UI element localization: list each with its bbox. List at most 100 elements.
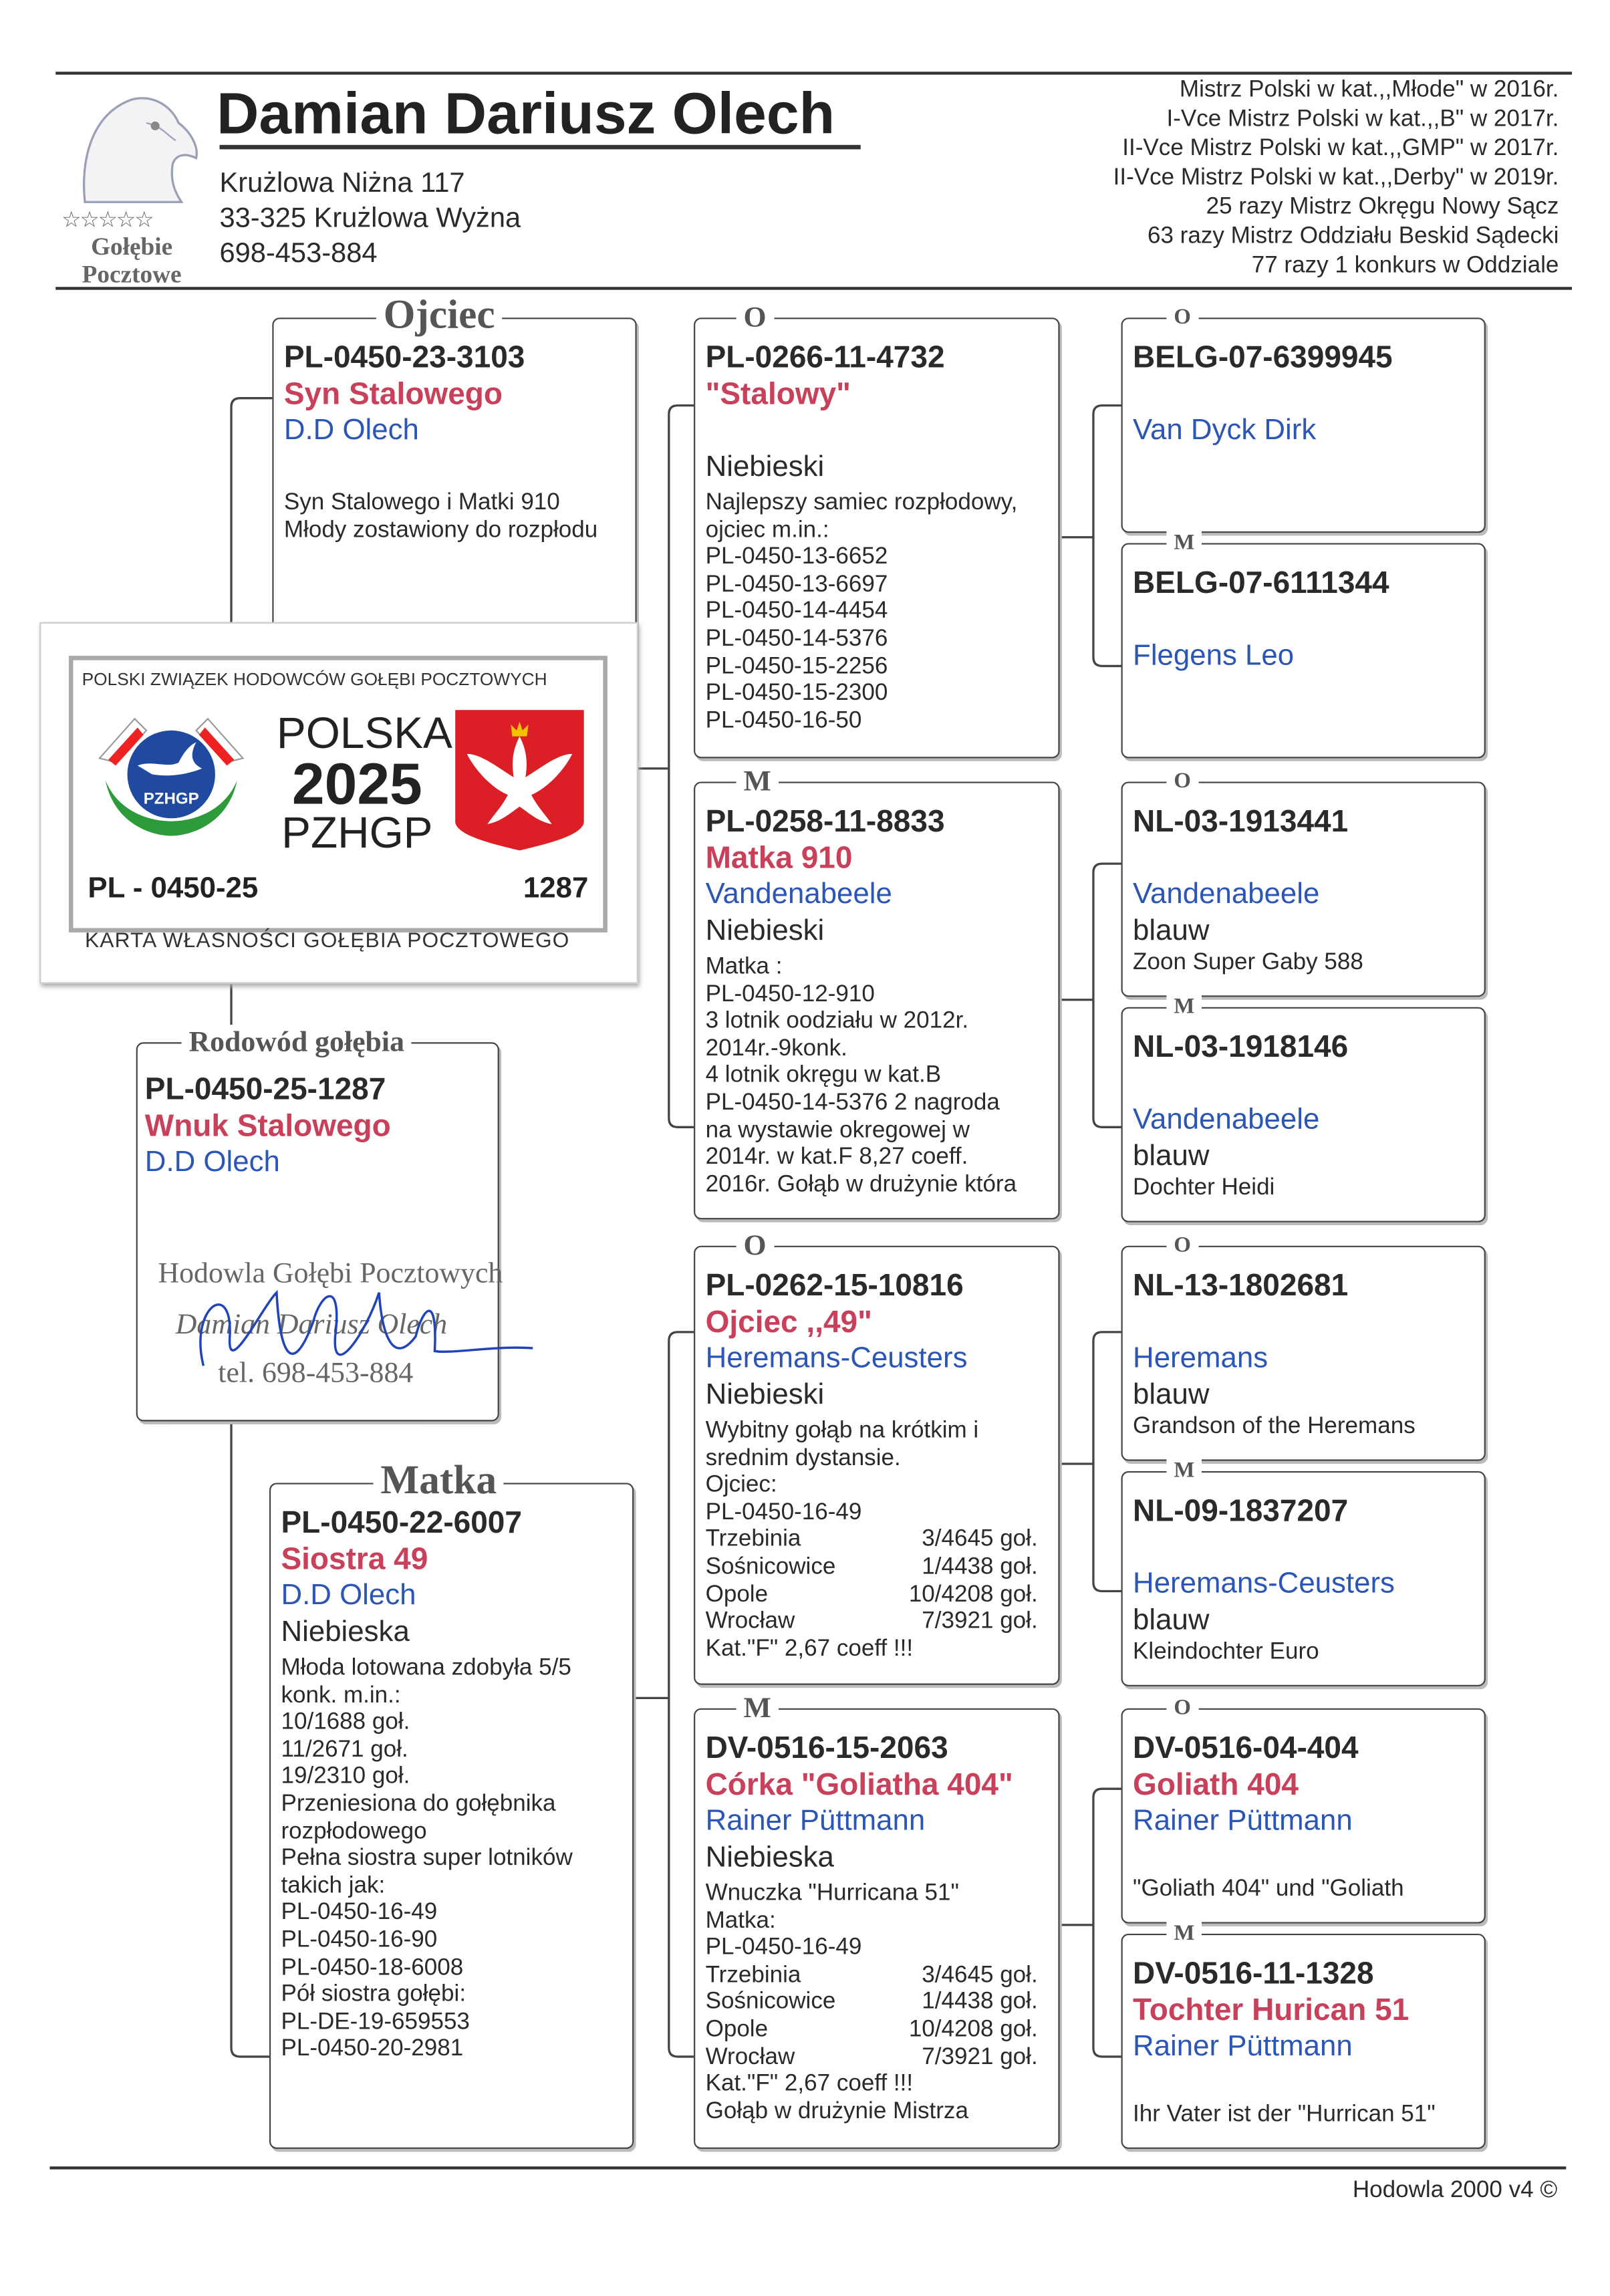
box-content: NL-03-1918146 Vandenabeele blauw Dochter He…	[1133, 1029, 1478, 1203]
pigeon-name	[1133, 602, 1478, 638]
note-line: PL-0450-16-90	[281, 1928, 438, 1953]
note-line: ojciec m.in.:	[705, 517, 829, 543]
note-line: Ihr Vater ist der "Hurrican 51"	[1133, 2101, 1436, 2128]
plumage-color: Niebieski	[705, 914, 825, 947]
ring-number: PL-0262-15-10816	[705, 1269, 964, 1303]
race-result: Wrocław 7/3921 goł.	[706, 2044, 1053, 2071]
notes: Grandson of the Heremans	[1133, 1414, 1478, 1442]
box-content: NL-03-1913441 Vandenabeele blauw Zoon Super…	[1133, 803, 1478, 977]
box-content: PL-0258-11-8833 Matka 910 Vandenabeele Nieb…	[706, 803, 1053, 1199]
race-result: Opole 10/4208 goł.	[706, 1581, 1053, 1609]
race-placing: 3/4645 goł.	[922, 1527, 1038, 1553]
pigeon-name	[1133, 1304, 1478, 1341]
race-placing: 3/4645 goł.	[922, 1962, 1038, 1988]
plumage-color	[1133, 449, 1478, 486]
great-grandparent-box: O BELG-07-6399945 Van Dyck Dirk	[1121, 303, 1486, 533]
box-content: NL-09-1837207 Heremans-Ceusters blauw Klein…	[1133, 1493, 1478, 1667]
ring-number: NL-09-1837207	[1133, 1494, 1349, 1529]
great-grandparent-box: M NL-03-1918146 Vandenabeele blauw Dochter H…	[1121, 992, 1486, 1223]
plumage-color	[1133, 2065, 1478, 2102]
address-city: 33-325 Krużlowa Wyżna	[219, 203, 521, 235]
card-footer: KARTA WŁASNOŚCI GOŁĘBIA POCZTOWEGO	[85, 929, 570, 953]
connector-line	[230, 397, 273, 1043]
plumage-color	[284, 449, 630, 486]
race-placing: 7/3921 goł.	[922, 1609, 1038, 1634]
race-location: Opole	[705, 2017, 769, 2042]
plumage-color: Niebieska	[705, 1841, 834, 1874]
card-union: PZHGP	[281, 809, 433, 858]
pigeon-head-icon	[82, 97, 198, 203]
breeder: Flegens Leo	[1133, 640, 1295, 672]
pigeon-name: "Stalowy"	[705, 378, 851, 412]
notes: Młoda lotowana zdobyła 5/5 konk. m.in.: 10…	[281, 1656, 626, 2064]
note-line: Kat."F" 2,67 coeff !!!	[705, 1636, 914, 1662]
note-line: Najlepszy samiec rozpłodowy,	[705, 490, 1018, 515]
pigeon-name	[1133, 376, 1478, 413]
notes: Matka : PL-0450-12-910 3 lotnik oodziału w…	[706, 954, 1053, 1199]
achievement-line: II-Vce Mistrz Polski w kat.,,GMP" w 2017…	[1122, 136, 1559, 161]
header-bottom-rule	[55, 287, 1573, 290]
notes: Wybitny gołąb na krótkim i srednim dystan…	[706, 1418, 1053, 1663]
subject-label: Rodowód gołębia	[181, 1025, 412, 1060]
breeder: D.D Olech	[281, 1579, 416, 1612]
ring-number: DV-0516-11-1328	[1133, 1957, 1374, 1991]
race-result: Opole 10/4208 goł.	[706, 2017, 1053, 2045]
box-label: O	[1166, 303, 1198, 333]
breeder: Vandenabeele	[1133, 1104, 1320, 1136]
note-line: Zoon Super Gaby 588	[1133, 950, 1363, 975]
ring-number: PL-0450-23-3103	[283, 341, 525, 375]
race-result: Trzebinia 3/4645 goł.	[706, 1527, 1053, 1555]
stamp-line: tel. 698-453-884	[218, 1357, 414, 1390]
note-line: Kat."F" 2,67 coeff !!!	[705, 2071, 914, 2097]
race-placing: 10/4208 goł.	[908, 1581, 1038, 1607]
box-label: O	[1166, 1693, 1198, 1723]
note-line: rozpłodowego	[281, 1819, 427, 1844]
dam-dam-box: M DV-0516-15-2063 Córka "Goliatha 404" Rain…	[694, 1690, 1060, 2149]
plumage-color	[1133, 675, 1478, 712]
note-line: PL-DE-19-659553	[281, 2009, 470, 2035]
pigeon-name	[1133, 1065, 1478, 1102]
box-label: M	[736, 764, 779, 799]
box-content: PL-0450-23-3103 Syn Stalowego D.D Olech Syn…	[284, 340, 630, 545]
card-ring-prefix: PL - 0450-25	[88, 872, 259, 905]
note-line: PL-0450-12-910	[705, 981, 875, 1007]
phone-number: 698-453-884	[219, 238, 378, 269]
notes: Kleindochter Euro	[1133, 1640, 1478, 1667]
pigeon-name: Wnuk Stalowego	[144, 1110, 391, 1144]
card-frame: POLSKI ZWIĄZEK HODOWCÓW GOŁĘBI POCZTOWYC…	[68, 656, 608, 933]
achievement-line: Mistrz Polski w kat.,,Młode" w 2016r.	[1179, 78, 1559, 103]
card-country: POLSKA	[276, 710, 452, 759]
note-line: Ojciec:	[705, 1473, 777, 1498]
achievement-line: 77 razy 1 konkurs w Oddziale	[1251, 253, 1559, 279]
great-grandparent-box: O NL-13-1802681 Heremans blauw Grandson of t…	[1121, 1231, 1486, 1461]
note-line: PL-0450-14-4454	[705, 599, 888, 624]
note-line: 10/1688 goł.	[281, 1710, 410, 1735]
achievement-line: II-Vce Mistrz Polski w kat.,,Derby" w 20…	[1113, 165, 1559, 190]
note-line: Kleindochter Euro	[1133, 1639, 1319, 1665]
race-location: Trzebinia	[705, 1962, 801, 1988]
note-line: Matka:	[705, 1908, 776, 1934]
note-line: Pełna siostra super lotników	[281, 1845, 573, 1872]
box-content: PL-0450-22-6007 Siostra 49 D.D Olech Niebie…	[281, 1505, 626, 2063]
footer-rule	[49, 2166, 1567, 2169]
note-line: 2014r. w kat.F 8,27 coeff.	[705, 1144, 968, 1170]
connector-line	[1058, 862, 1121, 1128]
pigeon-name: Goliath 404	[1133, 1768, 1299, 1802]
note-line: Przeniesiona do gołębnika	[281, 1791, 556, 1817]
note-line: srednim dystansie.	[705, 1445, 901, 1471]
achievement-line: 63 razy Mistrz Oddziału Beskid Sądecki	[1147, 224, 1559, 249]
notes: Zoon Super Gaby 588	[1133, 950, 1478, 977]
great-grandparent-box: M DV-0516-11-1328 Tochter Hurican 51 Rainer…	[1121, 1919, 1486, 2149]
box-label: M	[1166, 992, 1202, 1022]
ring-number: BELG-07-6399945	[1133, 341, 1393, 375]
note-line: Dochter Heidi	[1133, 1175, 1275, 1200]
name-underline	[219, 144, 861, 149]
plumage-color: Niebieska	[281, 1616, 410, 1648]
race-result: Trzebinia 3/4645 goł.	[706, 1962, 1053, 1990]
notes: Ihr Vater ist der "Hurrican 51"	[1133, 2102, 1478, 2130]
breeder: Heremans-Ceusters	[705, 1342, 968, 1375]
pigeon-name: Córka "Goliatha 404"	[705, 1768, 1013, 1802]
notes: Wnuczka "Hurricana 51" Matka: PL-0450-16-4…	[706, 1881, 1053, 2126]
header-top-rule	[55, 72, 1573, 75]
